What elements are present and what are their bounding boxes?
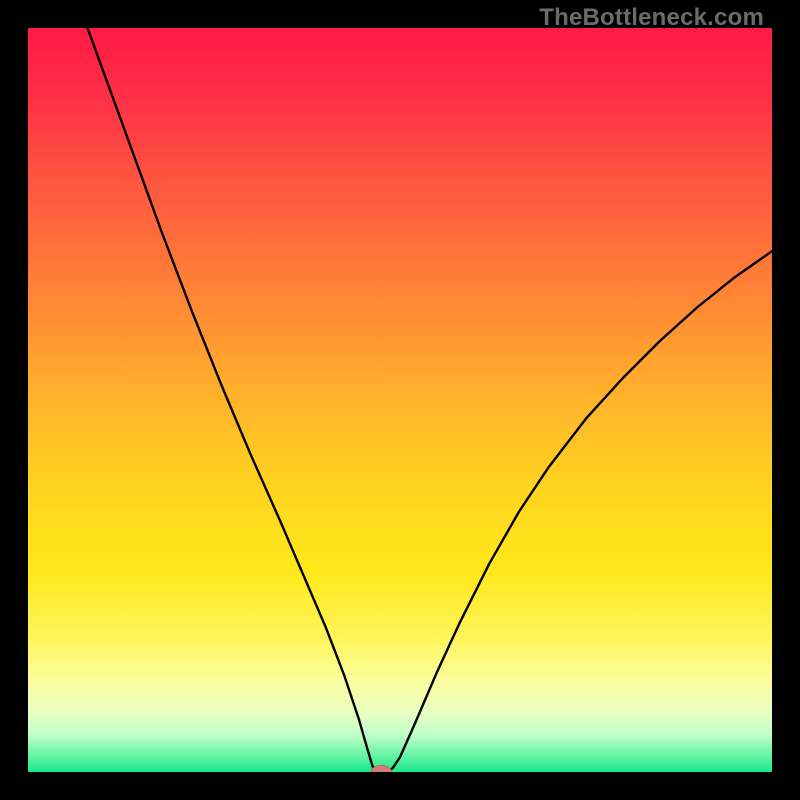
plot-area <box>28 28 772 772</box>
watermark-text: TheBottleneck.com <box>539 4 764 32</box>
gradient-background <box>28 28 772 772</box>
chart-frame: TheBottleneck.com <box>0 0 800 800</box>
plot-svg <box>28 28 772 772</box>
